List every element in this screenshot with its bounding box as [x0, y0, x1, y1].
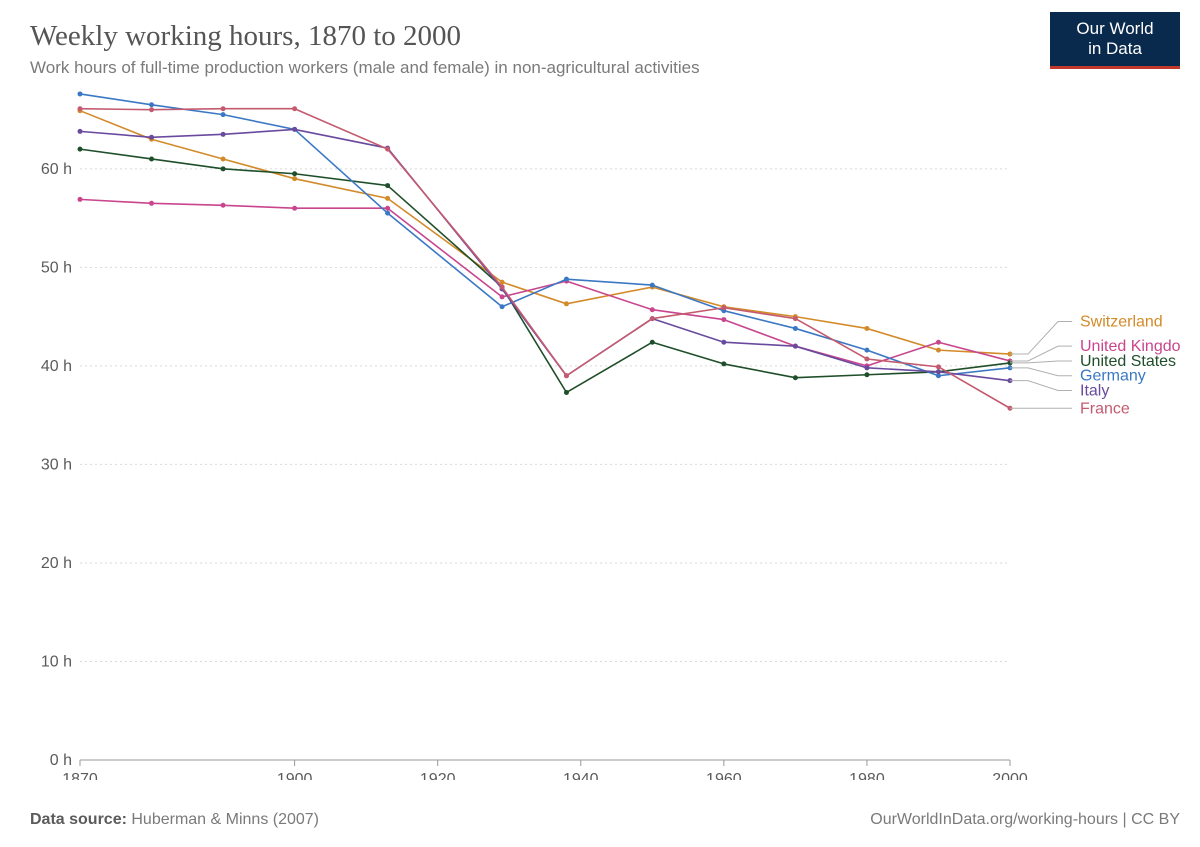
svg-text:Italy: Italy	[1080, 383, 1109, 400]
source-text: Huberman & Minns (2007)	[127, 811, 319, 828]
chart-subtitle: Work hours of full-time production worke…	[30, 58, 700, 78]
svg-text:0 h: 0 h	[50, 752, 72, 769]
owid-logo: Our World in Data	[1050, 12, 1180, 69]
svg-text:60 h: 60 h	[41, 161, 72, 178]
svg-text:40 h: 40 h	[41, 358, 72, 375]
svg-text:10 h: 10 h	[41, 653, 72, 670]
logo-line1: Our World	[1050, 19, 1180, 39]
svg-text:1940: 1940	[563, 771, 599, 780]
svg-text:30 h: 30 h	[41, 456, 72, 473]
svg-text:1960: 1960	[706, 771, 742, 780]
svg-text:50 h: 50 h	[41, 259, 72, 276]
svg-text:1920: 1920	[420, 771, 456, 780]
svg-text:Switzerland: Switzerland	[1080, 314, 1163, 331]
svg-text:1980: 1980	[849, 771, 885, 780]
svg-text:France: France	[1080, 400, 1130, 417]
svg-text:20 h: 20 h	[41, 555, 72, 572]
data-source: Data source: Huberman & Minns (2007)	[30, 811, 319, 829]
svg-text:1900: 1900	[277, 771, 313, 780]
line-chart: 0 h 10 h 20 h 30 h 40 h 50 h 60 h 1870 1900 1920 1…	[30, 90, 1180, 780]
svg-text:1870: 1870	[62, 771, 98, 780]
chart-title: Weekly working hours, 1870 to 2000	[30, 20, 461, 53]
source-prefix: Data source:	[30, 811, 127, 828]
logo-line2: in Data	[1050, 39, 1180, 59]
svg-text:2000: 2000	[992, 771, 1028, 780]
footer-credit: OurWorldInData.org/working-hours | CC BY	[870, 811, 1180, 829]
